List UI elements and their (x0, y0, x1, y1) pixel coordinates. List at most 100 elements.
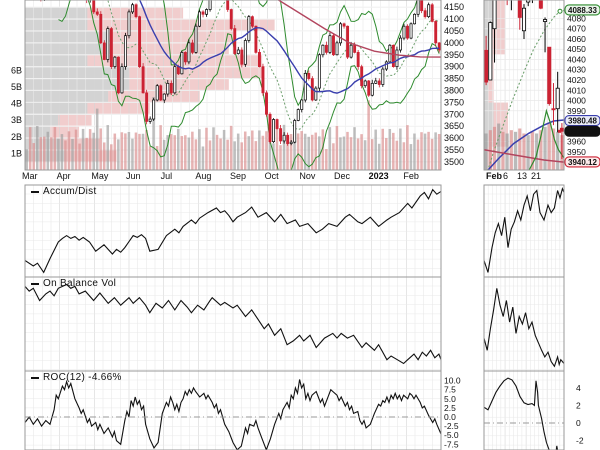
candlestick (229, 9, 233, 29)
volume-bar (113, 133, 117, 170)
volume-bar (303, 133, 307, 170)
volume-bar (395, 140, 399, 170)
volume-bar (173, 135, 177, 170)
volume-bar (328, 127, 332, 170)
volume-bar (95, 108, 99, 170)
volume-bar (289, 134, 293, 170)
volume-bar (363, 140, 367, 170)
month-axis-label: Apr (57, 171, 71, 181)
volume-bar (60, 134, 64, 170)
month-axis-label: Dec (334, 171, 351, 181)
candlestick (131, 4, 134, 13)
price-badge-text: 3980.48 (568, 117, 597, 126)
candlestick (413, 13, 417, 25)
volume-bar (275, 127, 279, 170)
candlestick (321, 44, 325, 56)
candlestick (226, 0, 230, 10)
volume-bar (247, 136, 251, 170)
volume-bar (392, 132, 395, 170)
candlestick (155, 85, 159, 101)
obv-label: On Balance Vol (43, 278, 117, 289)
volume-bar (243, 131, 247, 170)
volume-bar (64, 140, 67, 170)
candlestick (342, 23, 346, 27)
zoom-candlestick (526, 0, 531, 3)
volume-bar (176, 128, 180, 170)
volume-bar (198, 129, 201, 170)
volume-bar (296, 133, 300, 170)
volume-bar (120, 132, 124, 170)
candlestick (286, 134, 290, 144)
volume-bar (67, 131, 71, 170)
month-axis-label: Feb (403, 171, 419, 181)
roc-panel-line (25, 379, 441, 450)
zoom-price-axis-tick: 4040 (567, 54, 586, 64)
zoom-candlestick (517, 0, 522, 18)
month-axis-label: Nov (299, 171, 316, 181)
candlestick (95, 11, 99, 15)
volume-bar (370, 139, 374, 170)
candlestick (240, 49, 244, 65)
price-badge-text: 4088.33 (568, 6, 597, 15)
candlestick (349, 44, 353, 58)
volume-bar (46, 131, 50, 170)
candlestick (293, 120, 297, 143)
candlestick (356, 52, 360, 68)
volume-bar (342, 136, 346, 170)
volume-bar (134, 132, 138, 170)
zoom-price-axis-tick: 3990 (567, 106, 586, 116)
candlestick (317, 54, 321, 89)
volume-bar (212, 127, 215, 170)
candlestick (384, 61, 388, 70)
candlestick (109, 28, 113, 68)
price-badge-text: 3970.04 (568, 127, 597, 136)
volume-bar (205, 127, 208, 170)
zoom-price-axis-tick: 4030 (567, 65, 586, 75)
volume-bar (117, 139, 120, 170)
volume-bar (374, 129, 377, 170)
volume-bar (236, 133, 240, 170)
volume-bar (399, 128, 402, 170)
volume-bar (384, 138, 388, 170)
volume-bar (53, 127, 57, 170)
volume-bar (434, 132, 437, 170)
candlestick (279, 128, 283, 142)
candlestick (406, 25, 409, 39)
candlestick (120, 66, 124, 94)
volume-bar (35, 126, 39, 170)
legend-dash-icon (31, 376, 39, 379)
zoom-candlestick (538, 0, 543, 9)
zoom-ma20-dotted-line (487, 9, 564, 170)
price-axis-tick: 4150 (444, 2, 464, 12)
volume-bar (81, 128, 85, 170)
volume-bar (430, 138, 434, 170)
price-axis-tick: 3650 (444, 121, 464, 131)
candlestick (332, 35, 335, 56)
candlestick (427, 4, 431, 18)
volume-by-price-bar (25, 7, 88, 20)
volume-bar (169, 134, 173, 170)
roc-axis-tick: 0.0 (444, 412, 456, 422)
zoom-date-axis-label: 21 (531, 171, 541, 181)
candlestick (247, 16, 251, 41)
month-axis-label: Aug (195, 171, 211, 181)
candlestick (162, 93, 166, 101)
volume-bar (187, 137, 191, 170)
candlestick (148, 118, 152, 122)
volume-bar (222, 129, 226, 170)
candlestick (282, 134, 286, 142)
candlestick (257, 52, 261, 68)
volume-bar (360, 134, 363, 170)
candlestick (335, 42, 339, 56)
volume-bar (184, 135, 187, 170)
zoom-date-axis-label: 6 (503, 171, 508, 181)
roc-axis-tick: -7.5 (444, 439, 459, 449)
roc-axis-tick: 7.5 (444, 385, 456, 395)
volume-bar (427, 131, 430, 170)
roc-axis-tick: 5.0 (444, 394, 456, 404)
volume-bar (346, 131, 349, 170)
obv-legend: On Balance Vol (31, 278, 116, 289)
roc-axis-tick: -5.0 (444, 430, 459, 440)
candlestick (134, 4, 138, 18)
month-axis-label: Jun (126, 171, 141, 181)
